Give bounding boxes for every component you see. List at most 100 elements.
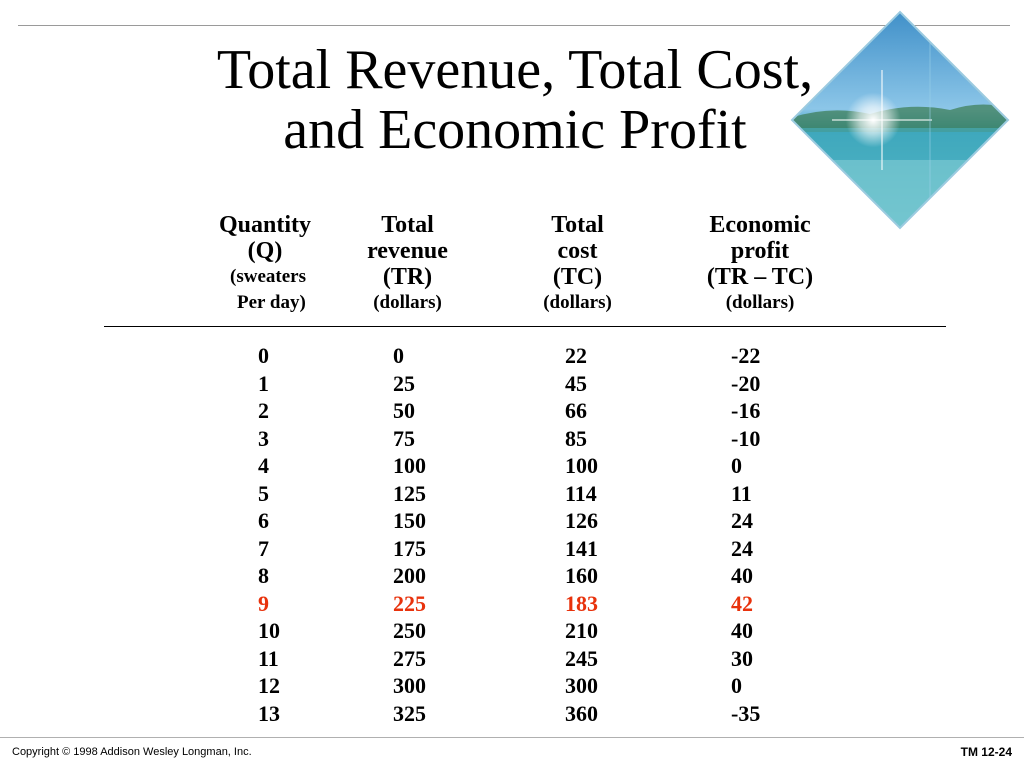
cell-total-cost: 210: [565, 618, 598, 643]
cell-economic-profit: 24: [731, 535, 753, 561]
cell-total-revenue: 175: [393, 535, 426, 561]
cell-economic-profit: 24: [731, 508, 753, 533]
cell-economic-profit: 0: [731, 453, 742, 478]
table-row: 12 300 300 0: [0, 672, 1024, 700]
cell-economic-profit: 40: [731, 563, 753, 588]
cell-total-cost: 126: [565, 508, 598, 533]
cell-total-cost: 160: [565, 563, 598, 588]
cell-total-cost: 141: [565, 535, 598, 561]
cell-total-cost: 22: [565, 343, 587, 368]
table-row: 8 200 160 40: [0, 562, 1024, 590]
cell-quantity: 5: [258, 480, 269, 506]
cell-total-cost: 100: [565, 453, 598, 478]
top-divider: [18, 25, 1010, 26]
cell-economic-profit: 11: [731, 480, 752, 506]
footer-divider: [0, 737, 1024, 738]
cell-economic-profit: -35: [731, 700, 761, 726]
cell-economic-profit: 0: [731, 673, 742, 698]
table-row: 4 100 100 0: [0, 452, 1024, 480]
cell-total-cost: 183: [565, 590, 598, 616]
table-row: 5 125 114 11: [0, 480, 1024, 508]
cell-quantity: 9: [258, 590, 269, 616]
table-row: 10 250 210 40: [0, 617, 1024, 645]
header-quantity-l3: (sweaters: [230, 266, 306, 287]
header-tr-l2: revenue: [367, 238, 448, 264]
header-ep-l3: (TR – TC): [706, 264, 814, 290]
cell-total-revenue: 50: [393, 398, 415, 423]
cell-economic-profit: -22: [731, 343, 761, 368]
table-row: 13 325 360 -35: [0, 700, 1024, 728]
cell-total-cost: 360: [565, 700, 598, 726]
cell-quantity: 7: [258, 535, 269, 561]
header-quantity: Quantity (Q) (sweaters Per day): [200, 212, 330, 316]
title-line-2: and Economic Profit: [283, 99, 747, 161]
cell-economic-profit: -20: [731, 370, 761, 396]
cell-quantity: 13: [258, 700, 280, 726]
header-quantity-l1: Quantity: [218, 212, 311, 238]
cell-total-revenue: 275: [393, 645, 426, 671]
header-economic-profit: Economic profit (TR – TC) (dollars): [680, 212, 840, 316]
cell-quantity: 6: [258, 508, 269, 533]
cell-quantity: 10: [258, 618, 280, 643]
cell-quantity: 0: [258, 343, 269, 368]
cell-quantity: 12: [258, 673, 280, 698]
cell-economic-profit: -10: [731, 425, 761, 451]
header-quantity-l4: Per day): [237, 292, 306, 313]
cell-quantity: 8: [258, 563, 269, 588]
header-tc-l3: (TC): [552, 264, 603, 290]
table-row: 11 275 245 30: [0, 645, 1024, 673]
table-row: 6 150 126 24: [0, 507, 1024, 535]
table-row: 3 75 85 -10: [0, 425, 1024, 453]
cell-total-revenue: 200: [393, 563, 426, 588]
header-quantity-l2: (Q): [247, 238, 283, 264]
table-row: 1 25 45 -20: [0, 370, 1024, 398]
header-tr-l1: Total: [381, 212, 434, 238]
header-ep-l2: profit: [730, 238, 790, 264]
header-tc-l4: (dollars): [543, 292, 612, 313]
title-line-1: Total Revenue, Total Cost,: [216, 39, 814, 101]
header-tc-l2: cost: [557, 238, 598, 264]
cell-total-revenue: 125: [393, 480, 426, 506]
cell-economic-profit: -16: [731, 398, 761, 423]
cell-quantity: 11: [258, 645, 279, 671]
cell-total-cost: 66: [565, 398, 587, 423]
cell-quantity: 3: [258, 425, 269, 451]
cell-total-cost: 45: [565, 370, 587, 396]
cell-total-revenue: 150: [393, 508, 426, 533]
cell-economic-profit: 30: [731, 645, 753, 671]
cell-total-revenue: 25: [393, 370, 415, 396]
cell-total-cost: 300: [565, 673, 598, 698]
table-row: 2 50 66 -16: [0, 397, 1024, 425]
tropical-beach-diamond-image: [790, 10, 1010, 230]
cell-economic-profit: 42: [731, 590, 753, 616]
cell-total-cost: 245: [565, 645, 598, 671]
header-tc-l1: Total: [551, 212, 604, 238]
cell-total-revenue: 225: [393, 590, 426, 616]
cell-total-revenue: 300: [393, 673, 426, 698]
header-tr-l4: (dollars): [373, 292, 442, 313]
table-row: 0 0 22 -22: [0, 342, 1024, 370]
data-table-body: 0 0 22 -22 1 25 45 -20 2 50 66 -16 3 75 85 -10 4 100 1…: [0, 342, 1024, 727]
cell-total-cost: 114: [565, 480, 597, 506]
cell-total-revenue: 75: [393, 425, 415, 451]
copyright-notice: Copyright © 1998 Addison Wesley Longman,…: [12, 746, 252, 758]
header-total-revenue: Total revenue (TR) (dollars): [350, 212, 465, 316]
header-total-cost: Total cost (TC) (dollars): [520, 212, 635, 316]
table-row-highlighted: 9 225 183 42: [0, 590, 1024, 618]
cell-total-revenue: 0: [393, 343, 404, 368]
cell-quantity: 2: [258, 398, 269, 423]
cell-economic-profit: 40: [731, 618, 753, 643]
header-ep-l4: (dollars): [725, 292, 795, 313]
table-row: 7 175 141 24: [0, 535, 1024, 563]
cell-quantity: 4: [258, 453, 269, 478]
slide-title: Total Revenue, Total Cost, and Economic …: [170, 40, 860, 160]
cell-total-revenue: 325: [393, 700, 426, 726]
cell-total-revenue: 100: [393, 453, 426, 478]
header-ep-l1: Economic: [709, 212, 811, 238]
cell-total-cost: 85: [565, 425, 587, 451]
slide-number: TM 12-24: [960, 745, 1012, 759]
cell-quantity: 1: [258, 370, 269, 396]
header-tr-l3: (TR): [382, 264, 433, 290]
table-header-divider: [104, 326, 946, 327]
cell-total-revenue: 250: [393, 618, 426, 643]
